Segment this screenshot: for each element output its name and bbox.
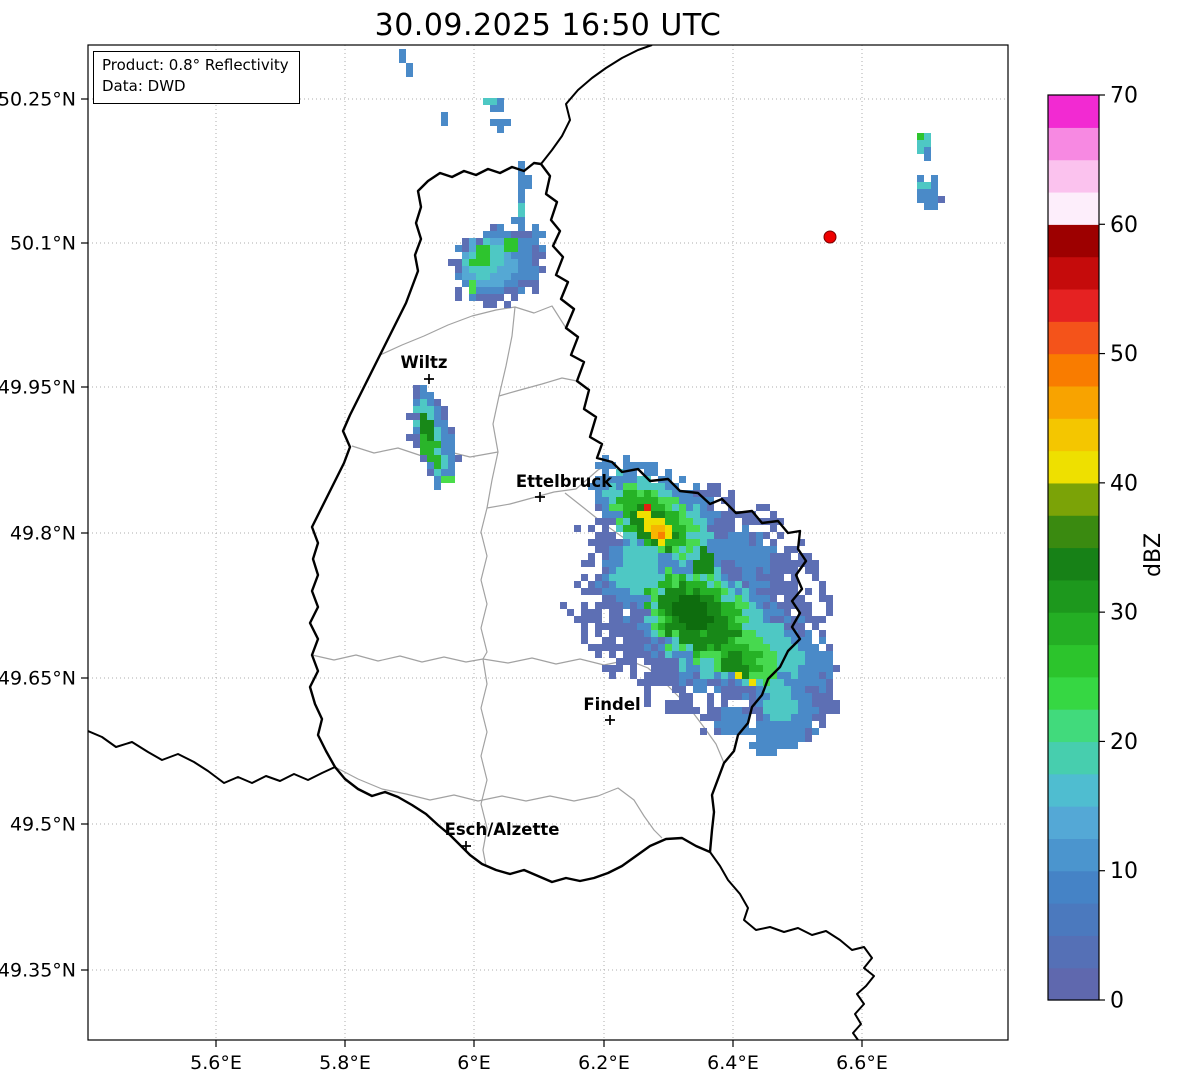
radar-echo-main-storm <box>644 525 714 630</box>
colorbar-segment <box>1048 612 1099 646</box>
colorbar-segment <box>1048 385 1099 419</box>
radar-echo-north-small-group <box>483 98 497 105</box>
radar-echo-north-small-group <box>441 98 511 133</box>
national-border <box>540 45 653 165</box>
colorbar-tick-label: 60 <box>1110 213 1138 238</box>
city-label: Wiltz <box>400 353 447 372</box>
x-tick-label: 6.4°E <box>707 1052 759 1074</box>
radar-echo-northeast-cell <box>917 175 938 210</box>
colorbar-tick-label: 70 <box>1110 84 1138 109</box>
y-tick-label: 50.1°N <box>10 233 76 255</box>
radar-echo-northeast-specks <box>917 133 924 140</box>
y-tick-label: 49.5°N <box>10 814 76 836</box>
district-border <box>482 657 725 764</box>
city-label: Ettelbruck <box>516 472 613 491</box>
page-title: 30.09.2025 16:50 UTC <box>374 8 722 43</box>
radar-echo-main-storm <box>637 511 756 686</box>
colorbar-tick-label: 10 <box>1110 859 1138 884</box>
colorbar-segment <box>1048 127 1099 161</box>
colorbar-segment <box>1048 806 1099 839</box>
plot-area: Wiltz Ettelbruck Findel Esch/Alzette <box>88 45 1008 1040</box>
colorbar-segment <box>1048 191 1099 225</box>
x-tick-label: 6°E <box>457 1052 491 1074</box>
district-border <box>379 305 567 356</box>
colorbar-tick-label: 40 <box>1110 471 1138 496</box>
colorbar-segment <box>1048 256 1099 290</box>
colorbar-tick-label: 20 <box>1110 730 1138 755</box>
x-tick-label: 5.6°E <box>190 1052 242 1074</box>
city-label: Esch/Alzette <box>445 820 560 839</box>
colorbar-segment <box>1048 515 1099 549</box>
colorbar-segment <box>1048 547 1099 581</box>
colorbar-segment <box>1048 903 1099 936</box>
radar-echo-northwest-cell <box>469 280 476 294</box>
legend-data-source-line: Data: DWD <box>102 77 186 96</box>
colorbar-segment <box>1048 838 1099 872</box>
colorbar-tick-label: 0 <box>1110 989 1124 1014</box>
colorbar-segment <box>1048 709 1099 743</box>
colorbar-segment <box>1048 418 1099 452</box>
national-border <box>88 730 336 784</box>
y-tick-label: 50.25°N <box>0 89 76 111</box>
legend-box: Product: 0.8° Reflectivity Data: DWD <box>93 51 300 104</box>
city-marker <box>605 715 615 725</box>
city-marker <box>461 841 471 851</box>
radar-echo-main-storm <box>658 532 665 539</box>
district-border <box>498 377 578 397</box>
district-border <box>486 306 516 509</box>
district-border <box>480 507 488 867</box>
radar-echo-northwest-cell <box>469 238 518 266</box>
y-tick-label: 49.95°N <box>0 377 76 399</box>
colorbar-segment <box>1048 224 1099 258</box>
x-tick-label: 6.6°E <box>836 1052 888 1074</box>
colorbar-segment <box>1048 870 1099 904</box>
colorbar-segment <box>1048 773 1099 807</box>
y-tick-label: 49.8°N <box>10 523 76 545</box>
luxembourg-border <box>308 161 808 884</box>
district-border <box>334 766 663 839</box>
y-tick-label: 49.65°N <box>0 668 76 690</box>
plot-frame <box>87 44 1009 1041</box>
x-tick-label: 6.2°E <box>578 1052 630 1074</box>
radar-echo-north-streak <box>511 161 532 238</box>
radar-echo-northeast-cell <box>917 182 931 189</box>
colorbar-segment <box>1048 579 1099 613</box>
colorbar-segment <box>1048 321 1099 355</box>
colorbar-segment <box>1048 159 1099 193</box>
colorbar-tick-label: 50 <box>1110 342 1138 367</box>
colorbar-unit-label: dBZ <box>1141 532 1166 577</box>
colorbar-segment <box>1048 741 1099 775</box>
city-marker <box>535 492 545 502</box>
colorbar-segment <box>1048 967 1099 1001</box>
radar-site-marker <box>823 230 837 244</box>
city-label: Findel <box>583 695 640 714</box>
city-marker <box>424 374 434 384</box>
national-border <box>709 851 875 1040</box>
radar-echo-wiltz-cell <box>420 413 434 441</box>
radar-echo-main-storm <box>630 504 749 679</box>
district-border <box>311 654 484 663</box>
radar-echo-north-specks <box>399 49 413 77</box>
radar-echo-wiltz-cell <box>441 476 455 483</box>
colorbar-segment <box>1048 676 1099 710</box>
colorbar-segment <box>1048 288 1099 322</box>
radar-echo-north-streak <box>518 203 525 217</box>
x-tick-label: 5.8°E <box>319 1052 371 1074</box>
colorbar-segment <box>1048 935 1099 969</box>
y-tick-label: 49.35°N <box>0 960 76 982</box>
colorbar-segment <box>1048 353 1099 387</box>
colorbar-segment <box>1048 482 1099 516</box>
legend-product-line: Product: 0.8° Reflectivity <box>102 56 289 74</box>
radar-echo-northeast-specks <box>924 147 931 161</box>
colorbar-tick-label: 30 <box>1110 601 1138 626</box>
colorbar-segment <box>1048 95 1099 128</box>
radar-echo-main-storm <box>644 504 651 511</box>
colorbar-segment <box>1048 450 1099 484</box>
colorbar-frame <box>1047 94 1100 1001</box>
colorbar-segment <box>1048 644 1099 678</box>
district-border <box>486 461 613 509</box>
